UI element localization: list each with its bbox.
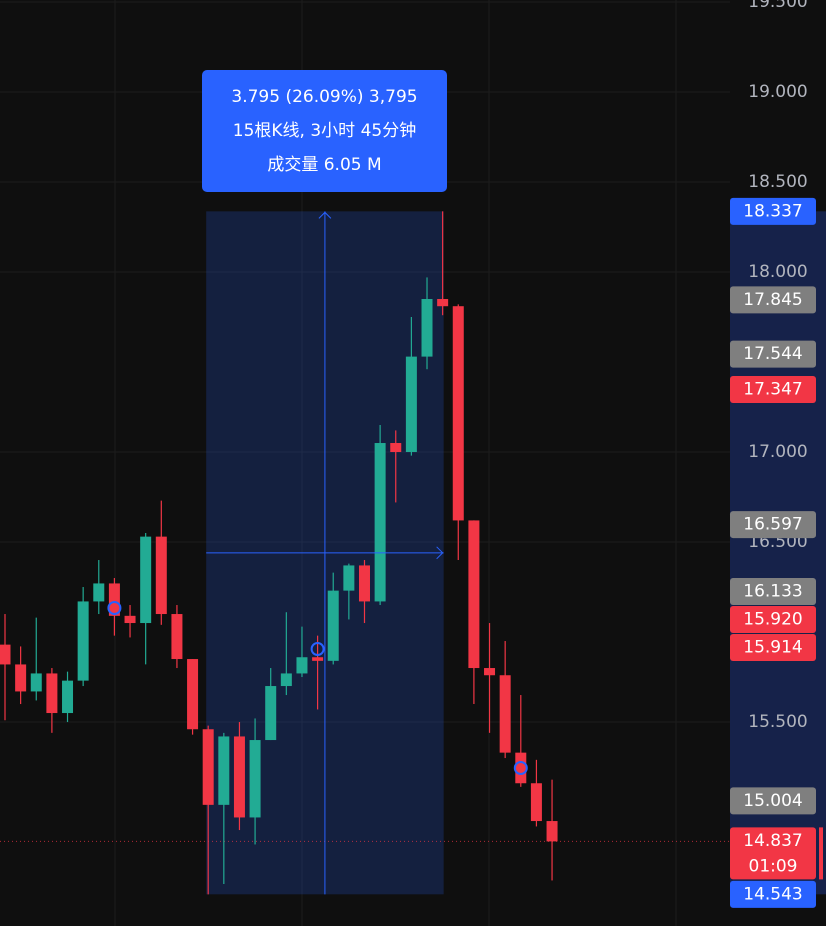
price-label-box xyxy=(730,827,816,880)
candle-body xyxy=(515,752,527,784)
candle-body xyxy=(218,736,230,805)
price-label: 17.347 xyxy=(743,380,802,400)
measure-tooltip xyxy=(202,70,447,192)
price-label-box xyxy=(730,880,816,908)
candle-body xyxy=(233,736,245,818)
axis-range-highlight xyxy=(730,211,826,895)
candle-body xyxy=(437,299,449,307)
candle-body xyxy=(171,614,183,660)
event-marker xyxy=(513,761,528,775)
price-label-box xyxy=(730,197,816,225)
candle-body xyxy=(499,675,511,753)
price-indicator xyxy=(819,827,823,880)
candle-body xyxy=(327,590,339,661)
y-tick-label: 19.500 xyxy=(748,0,807,12)
candle-body xyxy=(421,299,433,357)
candle-body xyxy=(452,306,464,521)
y-tick-label: 19.000 xyxy=(748,82,807,102)
price-label: 17.544 xyxy=(743,344,802,364)
price-label-box xyxy=(730,511,816,539)
candle-body xyxy=(546,821,558,842)
price-label: 15.004 xyxy=(743,791,802,811)
price-label: 14.837 xyxy=(743,831,802,851)
arrow-head xyxy=(436,546,444,560)
candle-body xyxy=(484,668,496,676)
y-tick-label: 17.000 xyxy=(748,442,807,462)
candle-body xyxy=(374,443,386,602)
measure-tooltip-text: 成交量 6.05 M xyxy=(267,155,381,175)
candle-body xyxy=(249,740,261,818)
event-marker xyxy=(107,601,122,615)
price-label-box xyxy=(730,578,816,606)
candle-body xyxy=(405,356,417,453)
measure-tooltip-text: 15根K线, 3小时 45分钟 xyxy=(233,121,416,141)
candle-body xyxy=(0,644,11,665)
event-marker xyxy=(310,642,325,656)
arrow-head xyxy=(318,211,332,219)
candle-body xyxy=(93,583,105,602)
candle-body xyxy=(108,583,120,616)
candle-body xyxy=(30,673,42,692)
candle-body xyxy=(62,680,74,714)
candle-body xyxy=(530,783,542,822)
price-label: 16.133 xyxy=(743,582,802,602)
price-label: 17.845 xyxy=(743,290,802,310)
measure-tooltip-text: 3.795 (26.09%) 3,795 xyxy=(231,87,417,107)
candle-body xyxy=(358,565,370,602)
candle-body xyxy=(390,443,402,453)
price-label: 15.914 xyxy=(743,638,802,658)
price-label: 14.543 xyxy=(743,884,802,904)
candle-body xyxy=(202,729,214,805)
y-tick-label: 15.500 xyxy=(748,712,807,732)
y-tick-label: 18.500 xyxy=(748,172,807,192)
price-label: 18.337 xyxy=(743,201,802,221)
price-label: 15.920 xyxy=(743,610,802,630)
candle-body xyxy=(468,520,480,669)
candle-body xyxy=(124,615,136,624)
candle-body xyxy=(265,686,277,741)
candle-body xyxy=(187,659,199,730)
price-label-box xyxy=(730,606,816,634)
candle-body xyxy=(77,601,89,681)
candle-body xyxy=(15,664,27,692)
candle-body xyxy=(46,673,58,714)
candle-body xyxy=(296,657,308,674)
price-label-box xyxy=(730,340,816,368)
price-label-box xyxy=(730,787,816,815)
candle-body xyxy=(343,565,355,591)
candle-body xyxy=(155,536,167,615)
candle-body xyxy=(280,673,292,687)
price-label-box xyxy=(730,634,816,662)
price-label-box xyxy=(730,376,816,404)
price-countdown: 01:09 xyxy=(749,856,798,876)
price-label-box xyxy=(730,286,816,314)
candle-body xyxy=(140,536,152,624)
y-tick-label: 18.000 xyxy=(748,262,807,282)
candle-body xyxy=(312,657,324,661)
price-label: 16.597 xyxy=(743,515,802,535)
